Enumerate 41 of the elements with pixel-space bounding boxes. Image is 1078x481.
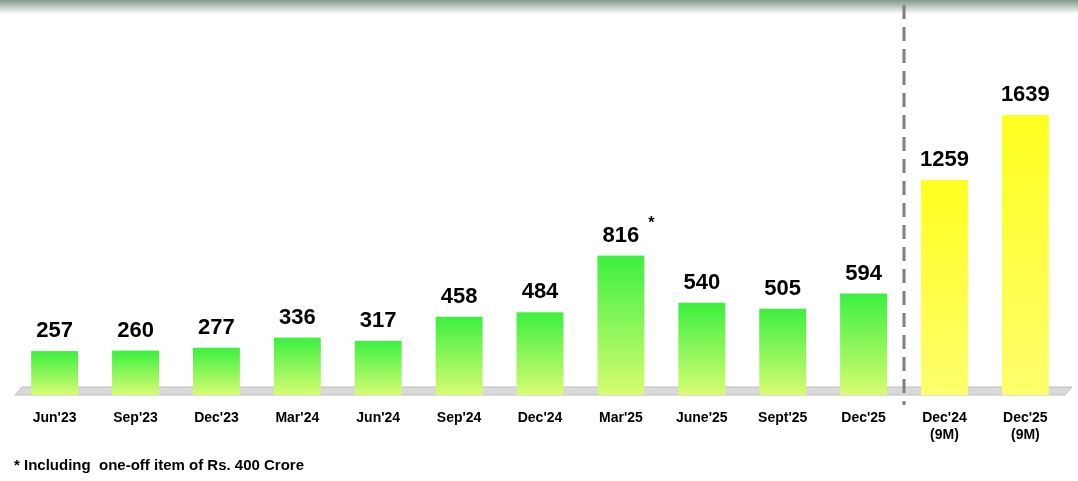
- bar: [435, 316, 483, 395]
- x-tick-label: Sep'23: [113, 409, 159, 425]
- data-label: 1259: [919, 145, 969, 171]
- bar: [1001, 115, 1049, 395]
- data-label: 540: [683, 268, 721, 294]
- annotation: *: [648, 213, 656, 231]
- bar: [31, 351, 79, 395]
- x-tick-label: Jun'23: [32, 409, 77, 425]
- bar: [112, 350, 159, 395]
- data-label: 317: [359, 306, 397, 332]
- x-tick-label: Dec'25: [841, 409, 887, 425]
- x-tick-label: Mar'24: [275, 409, 320, 425]
- x-tick-label: June'25: [676, 409, 728, 425]
- x-tick-label: Dec'24: [517, 409, 563, 425]
- bar: [516, 312, 564, 395]
- data-label: 277: [198, 313, 235, 339]
- bar: [273, 337, 321, 395]
- x-tick-label: Dec'25 (9M): [1003, 409, 1048, 442]
- bar: [597, 255, 645, 395]
- x-tick-label: Dec'24 (9M): [922, 409, 967, 442]
- x-tick-label: Sept'25: [758, 409, 808, 425]
- bar: [759, 308, 807, 395]
- x-tick-label: Mar'25: [598, 409, 643, 425]
- data-label: 505: [764, 274, 802, 300]
- data-label: 594: [845, 259, 883, 285]
- data-label: 260: [117, 316, 154, 342]
- x-tick-label: Sep'24: [436, 409, 482, 425]
- bar: [192, 347, 240, 395]
- data-label: 484: [521, 278, 560, 304]
- bar: [678, 302, 726, 395]
- bar: [354, 340, 402, 395]
- data-label: 458: [440, 282, 478, 308]
- data-label: 816: [602, 221, 640, 247]
- bar: [840, 293, 888, 395]
- x-tick-label: Jun'24: [356, 409, 401, 425]
- text: * Including one-off item of Rs. 400 Crore: [14, 456, 305, 473]
- data-label: 257: [36, 317, 73, 343]
- bar: [921, 179, 968, 395]
- data-label: 336: [278, 303, 316, 329]
- x-tick-label: Dec'23: [194, 409, 239, 425]
- data-label: 1639: [1000, 81, 1050, 106]
